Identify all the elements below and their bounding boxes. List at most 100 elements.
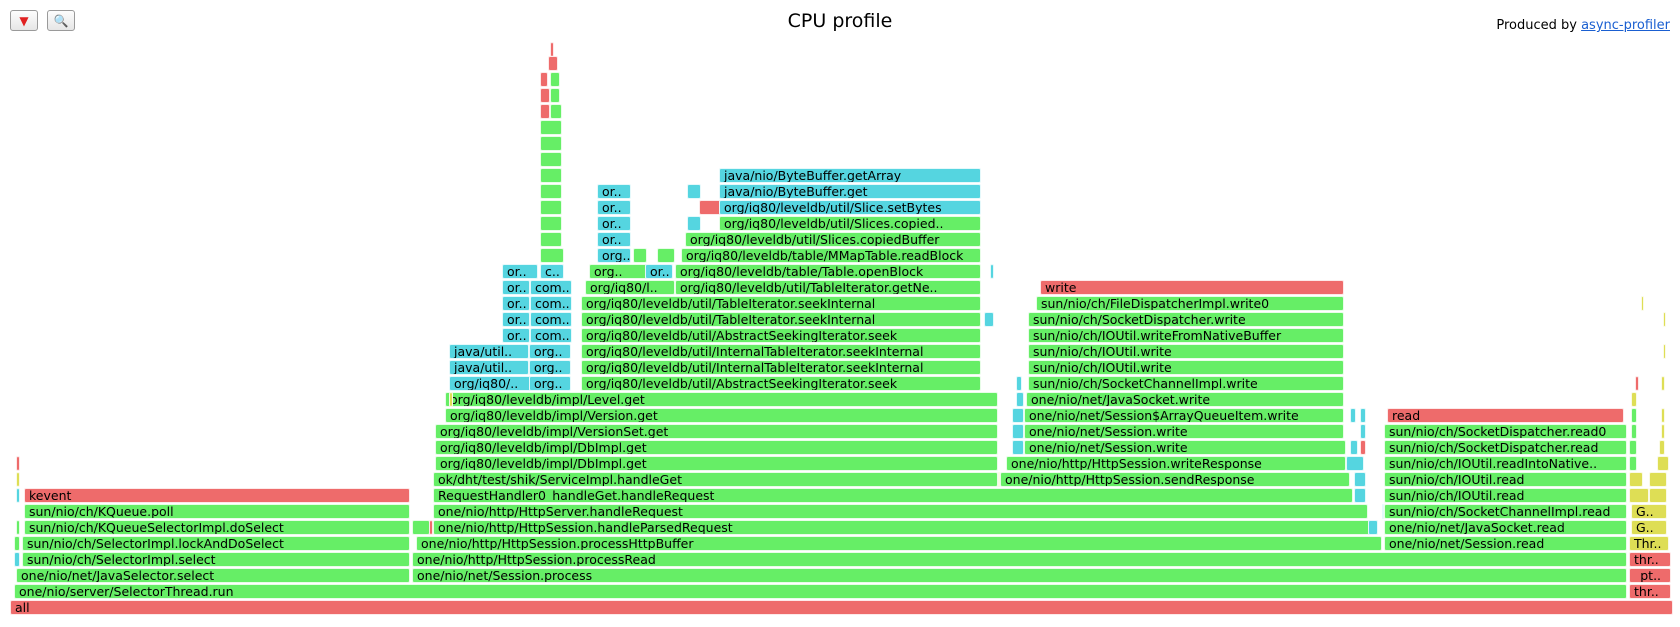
flame-frame[interactable]	[1012, 440, 1024, 455]
flame-frame[interactable]: or..	[597, 184, 631, 199]
flame-frame[interactable]: org/iq80/leveldb/util/TableIterator.getN…	[675, 280, 981, 295]
flame-frame[interactable]: org/iq80/leveldb/util/AbstractSeekingIte…	[581, 328, 981, 343]
flame-frame[interactable]	[1661, 424, 1665, 439]
flame-frame[interactable]: sun/nio/ch/SocketChannelImpl.write	[1028, 376, 1344, 391]
flame-frame[interactable]: or..	[502, 296, 530, 311]
flame-frame[interactable]	[540, 72, 548, 87]
flame-frame[interactable]: one/nio/http/HttpSession.sendResponse	[1000, 472, 1350, 487]
flame-frame[interactable]	[1631, 408, 1637, 423]
flame-frame[interactable]	[550, 104, 562, 119]
flame-frame[interactable]	[429, 520, 433, 535]
flame-frame[interactable]: sun/nio/ch/SelectorImpl.select	[22, 552, 410, 567]
flame-frame[interactable]: read	[1387, 408, 1624, 423]
flame-frame[interactable]	[1629, 488, 1649, 503]
flame-frame[interactable]	[540, 200, 562, 215]
flame-frame[interactable]: java/nio/ByteBuffer.get	[719, 184, 981, 199]
flame-frame[interactable]: com..	[530, 280, 572, 295]
flame-frame[interactable]: G..	[1631, 520, 1667, 535]
flame-frame[interactable]: org/iq80/leveldb/impl/DbImpl.get	[435, 440, 998, 455]
flame-frame[interactable]: org/iq80/leveldb/util/Slice.setBytes	[719, 200, 981, 215]
flame-frame[interactable]	[550, 42, 554, 57]
flame-frame[interactable]	[1350, 440, 1358, 455]
flame-frame[interactable]: org/iq80/leveldb/impl/DbImpl.get	[435, 456, 998, 471]
flame-frame[interactable]: one/nio/http/HttpSession.processHttpBuff…	[416, 536, 1382, 551]
flame-frame[interactable]: org/iq80/leveldb/util/TableIterator.seek…	[581, 296, 981, 311]
flame-frame[interactable]: com..	[530, 296, 572, 311]
flame-frame[interactable]: ok/dht/test/shik/ServiceImpl.handleGet	[433, 472, 998, 487]
flame-frame[interactable]	[1661, 376, 1665, 391]
flame-frame[interactable]: sun/nio/ch/IOUtil.writeFromNativeBuffer	[1028, 328, 1344, 343]
flame-frame[interactable]: sun/nio/ch/IOUtil.readIntoNative..	[1384, 456, 1627, 471]
flame-frame[interactable]	[1354, 472, 1366, 487]
flame-frame[interactable]	[16, 520, 20, 535]
flame-frame[interactable]	[449, 392, 453, 407]
flame-frame[interactable]	[540, 184, 562, 199]
flame-frame[interactable]	[16, 472, 20, 487]
flame-frame[interactable]	[1016, 392, 1024, 407]
flame-frame[interactable]	[1346, 456, 1364, 471]
flame-frame[interactable]: java/nio/ByteBuffer.getArray	[719, 168, 981, 183]
flame-frame[interactable]: sun/nio/ch/SocketDispatcher.write	[1028, 312, 1344, 327]
search-button[interactable]: 🔍	[47, 10, 75, 31]
flame-frame[interactable]: one/nio/http/HttpSession.processRead	[412, 552, 1627, 567]
flame-frame[interactable]: sun/nio/ch/IOUtil.read	[1384, 488, 1627, 503]
flame-frame[interactable]: one/nio/http/HttpSession.handleParsedReq…	[433, 520, 1378, 535]
flame-frame[interactable]: org/iq80/leveldb/util/InternalTableItera…	[581, 360, 981, 375]
flame-frame[interactable]	[16, 488, 20, 503]
flame-frame[interactable]	[687, 216, 701, 231]
flame-frame[interactable]: org/iq80/leveldb/util/InternalTableItera…	[581, 344, 981, 359]
flame-frame[interactable]: kevent	[24, 488, 410, 503]
flame-frame[interactable]	[540, 88, 550, 103]
flame-frame[interactable]	[1016, 376, 1022, 391]
flame-frame[interactable]: sun/nio/ch/SocketDispatcher.read	[1384, 440, 1627, 455]
flame-frame[interactable]: org/iq80/leveldb/util/Slices.copied..	[719, 216, 981, 231]
flame-frame[interactable]	[540, 136, 562, 151]
flame-frame[interactable]: java/util..	[449, 344, 529, 359]
flame-frame[interactable]	[1657, 456, 1669, 471]
flame-frame[interactable]	[1661, 408, 1665, 423]
flame-frame[interactable]: write	[1040, 280, 1344, 295]
flame-frame[interactable]	[16, 456, 20, 471]
flame-frame[interactable]: org/iq80/leveldb/table/MMapTable.readBlo…	[681, 248, 981, 263]
flame-frame[interactable]: or..	[645, 264, 673, 279]
async-profiler-link[interactable]: async-profiler	[1581, 18, 1670, 33]
flame-frame[interactable]	[540, 152, 562, 167]
flame-frame[interactable]: one/nio/net/Session.read	[1384, 536, 1627, 551]
flame-frame[interactable]	[540, 104, 550, 119]
flame-frame[interactable]: org..	[597, 248, 631, 263]
flame-frame[interactable]	[1350, 408, 1356, 423]
flame-frame[interactable]	[657, 248, 675, 263]
flame-frame[interactable]: org/iq80/leveldb/util/Slices.copiedBuffe…	[685, 232, 981, 247]
flame-frame[interactable]	[998, 472, 1000, 487]
flame-frame[interactable]	[1354, 488, 1366, 503]
flame-frame[interactable]: java/util..	[449, 360, 529, 375]
flame-frame[interactable]: one/nio/net/Session.write	[1024, 424, 1344, 439]
flame-frame[interactable]: sun/nio/ch/IOUtil.write	[1028, 344, 1344, 359]
flame-frame[interactable]	[1635, 376, 1639, 391]
flame-frame[interactable]: thr..	[1629, 584, 1671, 599]
flame-frame[interactable]: one/nio/net/Session$ArrayQueueItem.write	[1024, 408, 1344, 423]
flame-frame[interactable]: org..	[529, 344, 571, 359]
flame-frame[interactable]: one/nio/http/HttpServer.handleRequest	[433, 504, 1368, 519]
flame-frame[interactable]	[990, 264, 994, 279]
flame-frame[interactable]: one/nio/http/HttpSession.writeResponse	[1006, 456, 1346, 471]
flame-frame[interactable]	[984, 312, 994, 327]
flame-frame[interactable]: sun/nio/ch/IOUtil.write	[1028, 360, 1344, 375]
flame-frame[interactable]	[548, 56, 558, 71]
flame-frame[interactable]: or..	[502, 312, 530, 327]
flame-frame[interactable]: Thr..	[1629, 536, 1669, 551]
flame-frame[interactable]: one/nio/server/SelectorThread.run	[14, 584, 1627, 599]
flame-frame[interactable]: one/nio/net/JavaSocket.read	[1384, 520, 1627, 535]
flame-frame[interactable]	[633, 248, 647, 263]
flame-frame[interactable]: RequestHandler0_handleGet.handleRequest	[433, 488, 1353, 503]
flame-frame[interactable]: org..	[529, 376, 571, 391]
flame-frame[interactable]	[699, 200, 721, 215]
flame-frame[interactable]	[540, 216, 562, 231]
flame-frame[interactable]	[687, 184, 701, 199]
flame-frame[interactable]	[1012, 424, 1024, 439]
flame-frame[interactable]	[1631, 392, 1637, 407]
flame-frame[interactable]	[1641, 296, 1644, 311]
flame-frame[interactable]: org/iq80/leveldb/impl/VersionSet.get	[435, 424, 998, 439]
flame-frame[interactable]: org/iq80/leveldb/util/AbstractSeekingIte…	[581, 376, 981, 391]
flame-frame[interactable]	[1368, 520, 1378, 535]
